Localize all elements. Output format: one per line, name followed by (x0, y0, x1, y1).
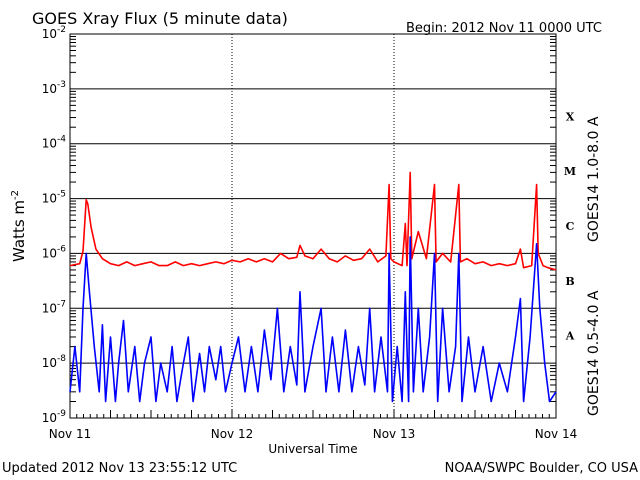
x-tick-label: Nov 14 (535, 427, 578, 441)
x-tick-label: Nov 13 (373, 427, 416, 441)
x-tick-labels: Nov 11 Nov 12 Nov 13 Nov 14 (49, 427, 578, 441)
series-long-channel-line (69, 171, 557, 271)
series-group (69, 171, 557, 403)
flare-class-label: C (566, 220, 575, 233)
flare-class-label: X (566, 110, 575, 123)
chart-title: GOES Xray Flux (5 minute data) (32, 9, 288, 28)
flare-class-label: M (564, 165, 576, 178)
y-tick-label: 10-2 (42, 25, 66, 41)
x-tick-label: Nov 12 (211, 427, 254, 441)
legend-long-channel: GOES14 1.0-8.0 A (586, 116, 602, 242)
y-tick-label: 10-6 (42, 244, 67, 260)
x-axis-label: Universal Time (268, 442, 357, 456)
y-tick-label: 10-9 (42, 409, 67, 425)
y-tick-label: 10-8 (42, 354, 67, 370)
begin-label: Begin: 2012 Nov 11 0000 UTC (406, 21, 602, 36)
flare-class-labels: A B C M X (564, 110, 576, 342)
y-tick-label: 10-5 (42, 190, 66, 206)
series-short-channel-line (69, 236, 557, 403)
legend-short-channel: GOES14 0.5-4.0 A (586, 290, 602, 416)
y-tick-label: 10-4 (42, 135, 67, 151)
updated-label: Updated 2012 Nov 13 23:55:12 UTC (2, 461, 237, 476)
flare-class-label: A (565, 330, 575, 343)
y-tick-labels: 10-9 10-8 10-7 10-6 10-5 10-4 10-3 10-2 (42, 25, 67, 425)
y-tick-label: 10-3 (42, 80, 66, 96)
y-tick-label: 10-7 (42, 299, 66, 315)
flare-class-label: B (565, 275, 574, 288)
x-tick-label: Nov 11 (49, 427, 92, 441)
y-axis-label: Watts m-2 (10, 190, 28, 262)
credit-label: NOAA/SWPC Boulder, CO USA (445, 461, 638, 476)
